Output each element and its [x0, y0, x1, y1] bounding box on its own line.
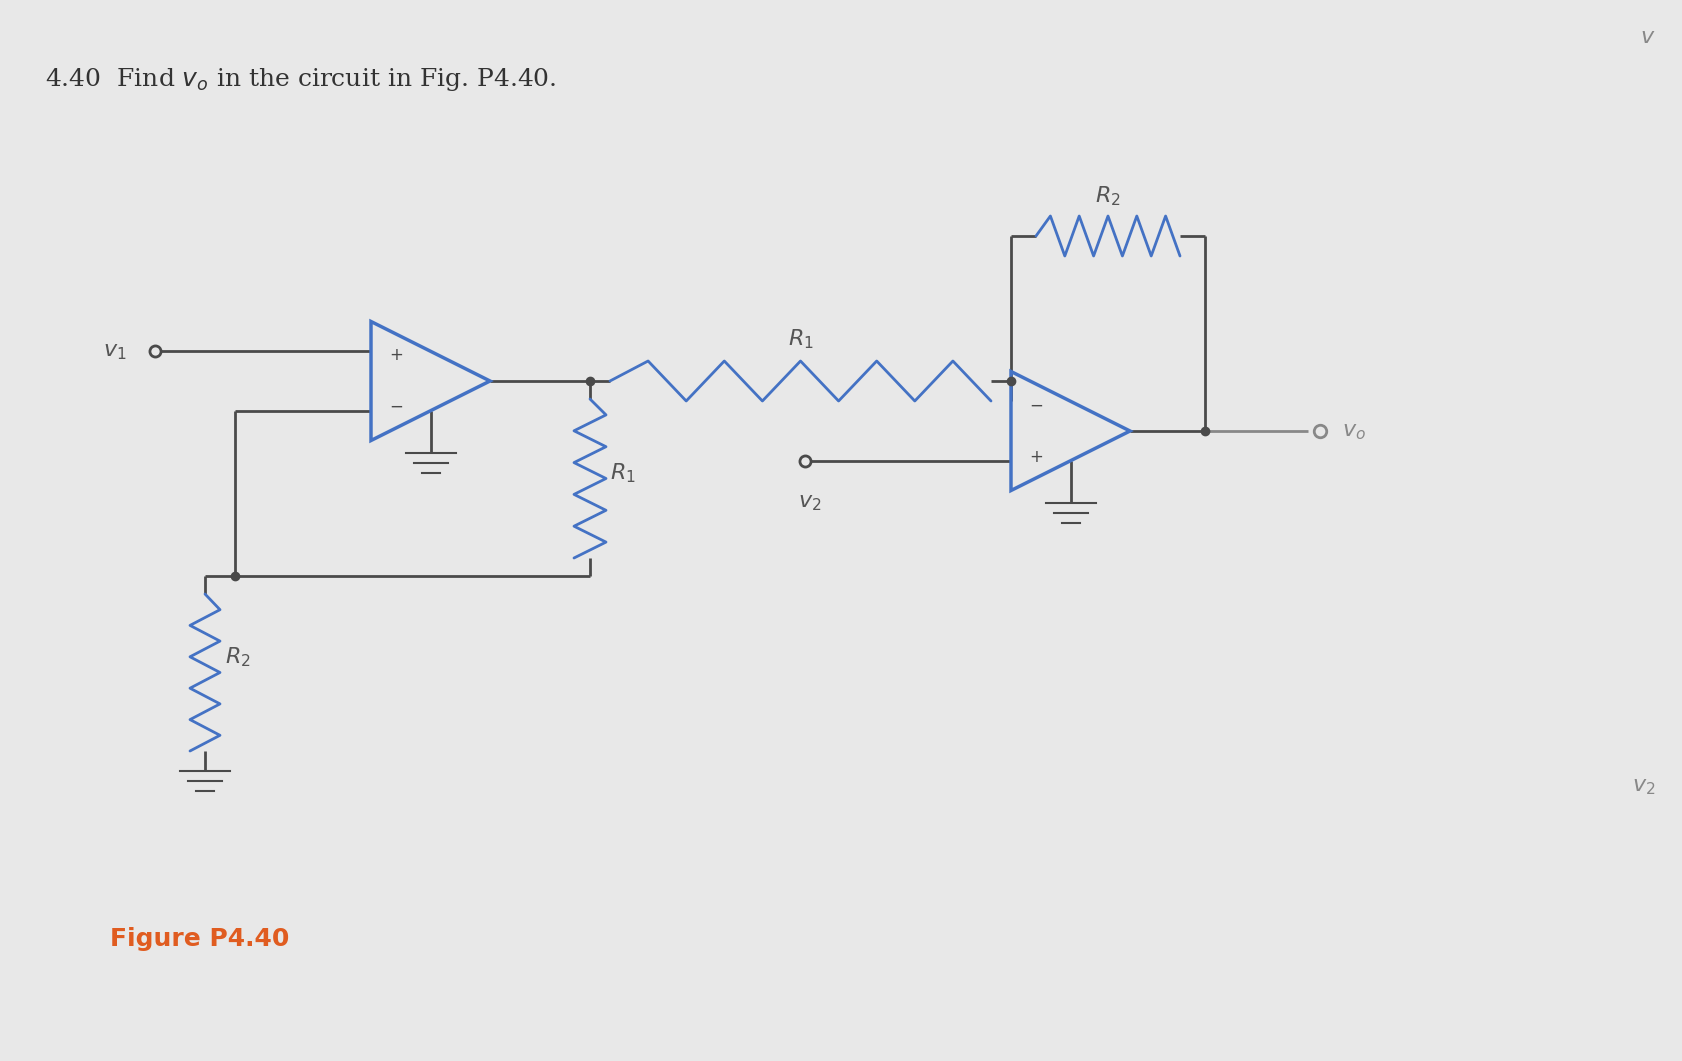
Text: Figure P4.40: Figure P4.40 — [109, 927, 289, 951]
Text: +: + — [389, 346, 402, 364]
Text: −: − — [1028, 396, 1043, 414]
Text: $R_2$: $R_2$ — [225, 646, 251, 669]
Text: $v_2$: $v_2$ — [797, 491, 821, 512]
Text: +: + — [1028, 448, 1043, 466]
Text: $R_1$: $R_1$ — [787, 328, 812, 351]
Text: $v_o$: $v_o$ — [1341, 420, 1366, 442]
Text: $v$: $v$ — [1638, 27, 1653, 48]
Text: $v_2$: $v_2$ — [1630, 775, 1653, 797]
Text: $v_1$: $v_1$ — [103, 341, 126, 362]
Text: −: − — [389, 398, 402, 416]
Text: 4.40  Find $v_o$ in the circuit in Fig. P4.40.: 4.40 Find $v_o$ in the circuit in Fig. P… — [45, 66, 557, 93]
Text: $R_2$: $R_2$ — [1095, 185, 1120, 208]
Text: $R_1$: $R_1$ — [609, 462, 636, 485]
